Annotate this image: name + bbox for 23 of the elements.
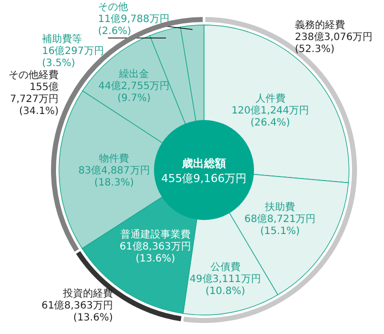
slice-label: 普通建設事業費	[120, 228, 190, 241]
data-label: 61億8,363万円 (13.6%)	[120, 240, 192, 265]
slice-label: 人件費	[255, 92, 286, 104]
data-label: 120億1,244万円 (26.4%)	[231, 104, 310, 128]
slice-label: その他経費	[8, 68, 59, 81]
slice-label: 扶助費	[264, 200, 296, 213]
slice-label: 投資的経費	[62, 287, 113, 300]
data-label: 61億8,363万円 (13.6%)	[42, 299, 113, 324]
slice-label: 補助費等	[42, 33, 82, 45]
text: 455億9,166万円	[161, 172, 247, 185]
slice-label: 義務的経費	[294, 19, 345, 32]
data-label: 83億4,887万円 (18.3%)	[78, 164, 150, 189]
data-label: 68億8,721万円 (15.1%)	[244, 212, 316, 237]
data-label: 155億 7,727万円 (34.1%)	[10, 80, 59, 117]
data-label: 16億297万円 (3.5%)	[42, 45, 104, 69]
slice-label: 物件費	[99, 152, 130, 165]
slice-label: 公債費	[210, 261, 240, 274]
text: 歳出総額	[181, 157, 226, 170]
data-label: 49億3,111万円 (10.8%)	[190, 273, 262, 298]
slice-label: その他	[98, 1, 128, 13]
slice-label: 繰出金	[118, 68, 150, 80]
data-label: 238億3,076万円 (52.3%)	[294, 31, 373, 56]
data-label: 44億2,755万円 (9.7%)	[98, 80, 170, 104]
